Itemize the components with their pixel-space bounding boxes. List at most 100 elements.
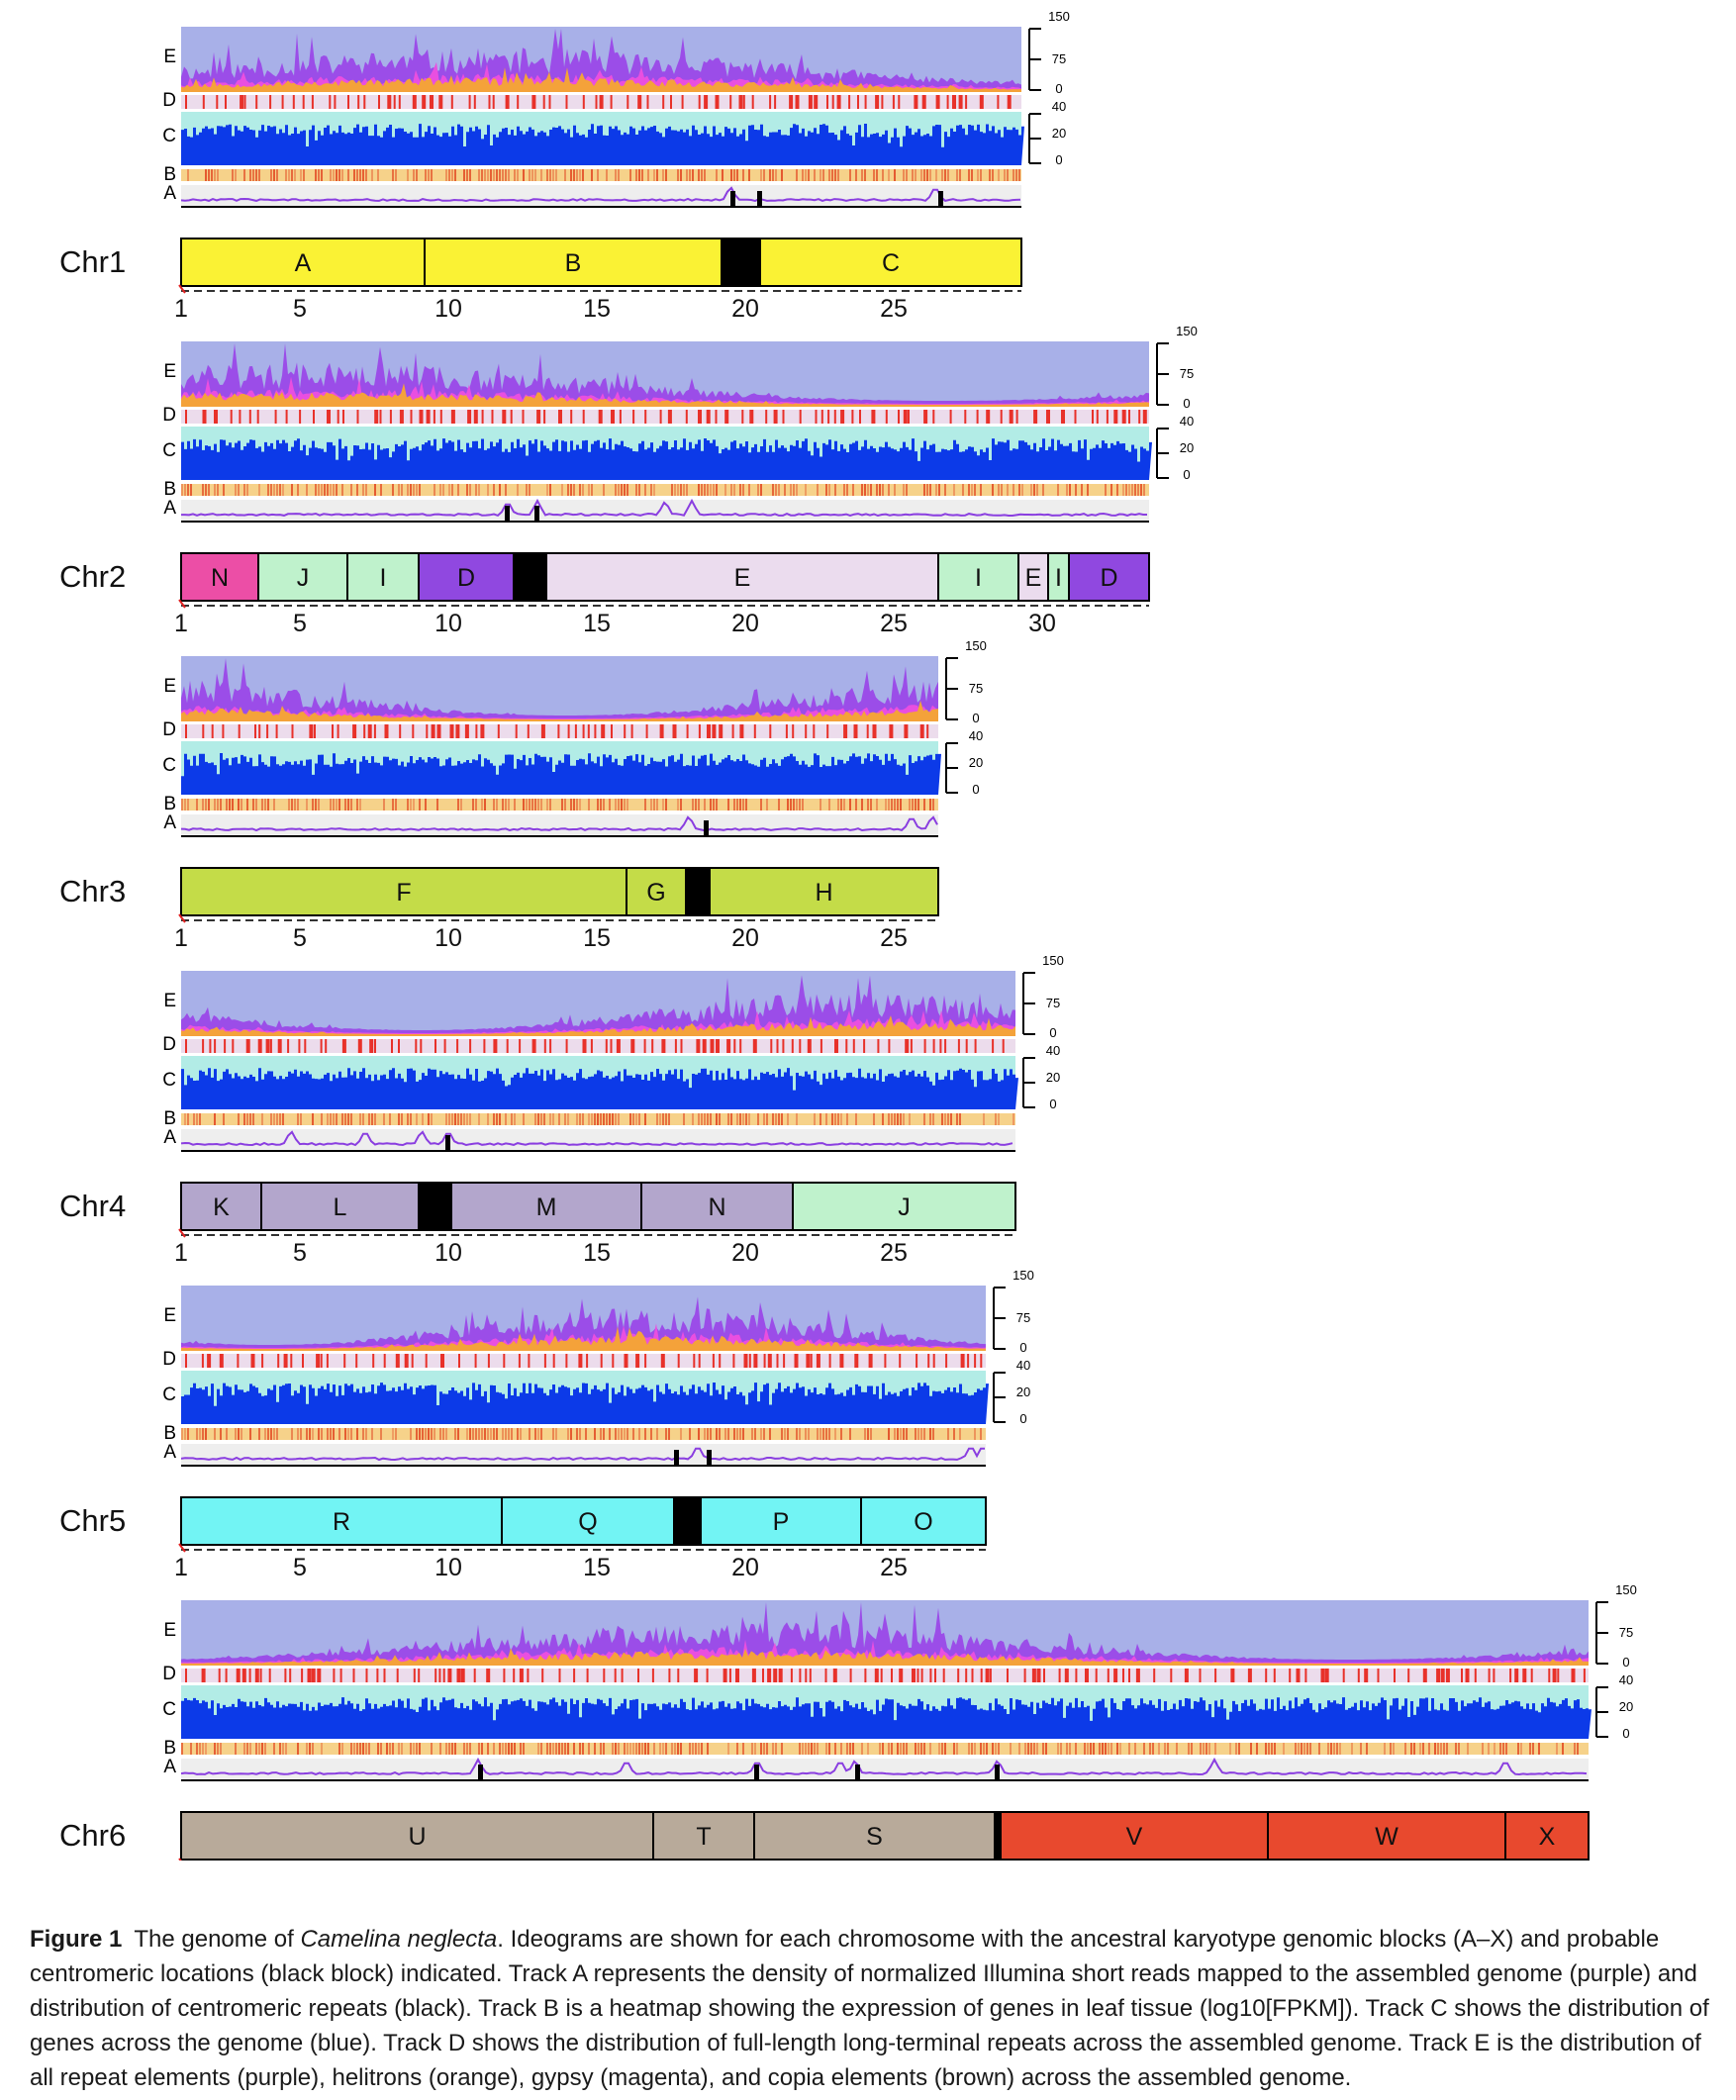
trackD-ltr-mark: [527, 724, 530, 738]
trackB-cell: [229, 799, 231, 811]
trackB-cell: [362, 1428, 364, 1440]
trackD-ltr-mark: [450, 95, 453, 109]
trackB-cell: [882, 1743, 884, 1755]
trackD-ltr-mark: [540, 724, 545, 738]
trackD-ltr-mark: [899, 1669, 904, 1682]
trackB-cell: [1075, 484, 1077, 496]
block-E: [545, 552, 939, 602]
trackD-ltr-mark: [202, 1039, 205, 1053]
trackB-cell: [270, 1428, 272, 1440]
trackB-cell: [757, 484, 759, 496]
trackD-ltr-mark: [410, 410, 413, 424]
trackB-cell: [876, 169, 878, 181]
trackA-centromeric-repeat: [855, 1765, 860, 1780]
trackB-cell: [1191, 1743, 1193, 1755]
trackD-ltr-mark: [1461, 1669, 1463, 1682]
trackD-ltr-mark: [627, 95, 629, 109]
trackB-cell: [425, 799, 427, 811]
trackB-cell: [428, 169, 430, 181]
trackB-cell: [264, 1743, 266, 1755]
trackB-cell: [558, 1113, 560, 1125]
trackD-ltr-mark: [422, 95, 427, 109]
trackB-cell: [1538, 1743, 1540, 1755]
trackD-ltr-mark: [637, 95, 642, 109]
trackB-cell: [855, 799, 857, 811]
trackB-cell: [365, 1743, 367, 1755]
block-label: D: [1100, 564, 1117, 592]
trackB-cell: [570, 169, 572, 181]
block-X: [1504, 1811, 1590, 1861]
trackB-cell: [208, 169, 210, 181]
trackB-cell: [425, 1428, 427, 1440]
block-Q: [501, 1496, 675, 1546]
trackB-cell: [1274, 1743, 1276, 1755]
trackB-cell: [380, 484, 382, 496]
trackD-ltr-mark: [723, 1669, 727, 1682]
trackB-cell: [347, 799, 349, 811]
trackB-cell: [475, 799, 477, 811]
trackB-cell: [828, 169, 830, 181]
trackB-cell: [199, 1743, 201, 1755]
trackD-ltr-mark: [898, 410, 900, 424]
trackD-ltr-mark: [558, 1669, 561, 1682]
trackB-cell: [799, 1743, 801, 1755]
trackE-all-repeats: [181, 975, 1015, 1036]
trackB-cell: [555, 1428, 557, 1440]
trackB-cell: [929, 1113, 931, 1125]
trackA-centromeric-repeat: [674, 1450, 679, 1466]
trackB-cell: [1235, 1743, 1237, 1755]
trackB-cell: [333, 169, 335, 181]
trackB-cell: [656, 1113, 658, 1125]
trackB-cell: [419, 1428, 421, 1440]
trackD-ltr-mark: [1514, 1669, 1519, 1682]
trackD-ltr-mark: [334, 95, 337, 109]
trackD-ltr-mark: [976, 410, 979, 424]
trackB-cell: [1042, 1743, 1044, 1755]
trackB-cell: [1206, 1743, 1207, 1755]
trackB-cell: [772, 169, 774, 181]
track-label-E: E: [163, 361, 176, 382]
trackB-cell: [879, 484, 881, 496]
trackD-ltr-mark: [974, 1354, 977, 1368]
trackD-ltr-mark: [651, 1039, 654, 1053]
trackD-ltr-mark: [670, 95, 672, 109]
trackB-cell: [1440, 1743, 1442, 1755]
trackB-cell: [716, 484, 718, 496]
trackB-cell: [1562, 1743, 1564, 1755]
trackD-ltr-mark: [712, 724, 717, 738]
trackD-ltr-mark: [826, 724, 829, 738]
trackB-cell: [294, 799, 296, 811]
trackB-cell: [484, 169, 486, 181]
scale-label-E: 150: [965, 638, 987, 653]
trackD-ltr-mark: [543, 410, 546, 424]
trackB-cell: [1021, 484, 1023, 496]
trackB-cell: [882, 169, 884, 181]
trackB-cell: [431, 1428, 433, 1440]
block-label: J: [297, 564, 310, 592]
scale-label-C: 40: [1046, 1043, 1060, 1058]
trackB-cell: [238, 799, 240, 811]
trackD-ltr-mark: [483, 1039, 486, 1053]
trackD-ltr-mark: [420, 1039, 423, 1053]
trackB-cell: [840, 1113, 842, 1125]
trackD-ltr-mark: [211, 724, 214, 738]
trackB-cell: [365, 484, 367, 496]
trackB-cell: [959, 1428, 961, 1440]
trackD-ltr-mark: [810, 1354, 813, 1368]
trackB-cell: [410, 1113, 412, 1125]
trackB-cell: [1018, 484, 1020, 496]
trackD-ltr-mark: [824, 1669, 827, 1682]
trackB-cell: [478, 169, 480, 181]
trackD-ltr-mark: [753, 724, 756, 738]
trackD-ltr-mark: [992, 1039, 995, 1053]
trackD-ltr-mark: [790, 1669, 793, 1682]
scale-label-C: 20: [1046, 1070, 1060, 1085]
trackD-ltr-mark: [269, 95, 272, 109]
trackD-ltr-mark: [932, 410, 935, 424]
trackD-ltr-mark: [859, 410, 861, 424]
trackB-cell: [273, 484, 275, 496]
trackB-cell: [270, 169, 272, 181]
trackB-cell: [808, 1743, 810, 1755]
trackB-cell: [508, 1428, 510, 1440]
trackB-cell: [615, 799, 617, 811]
